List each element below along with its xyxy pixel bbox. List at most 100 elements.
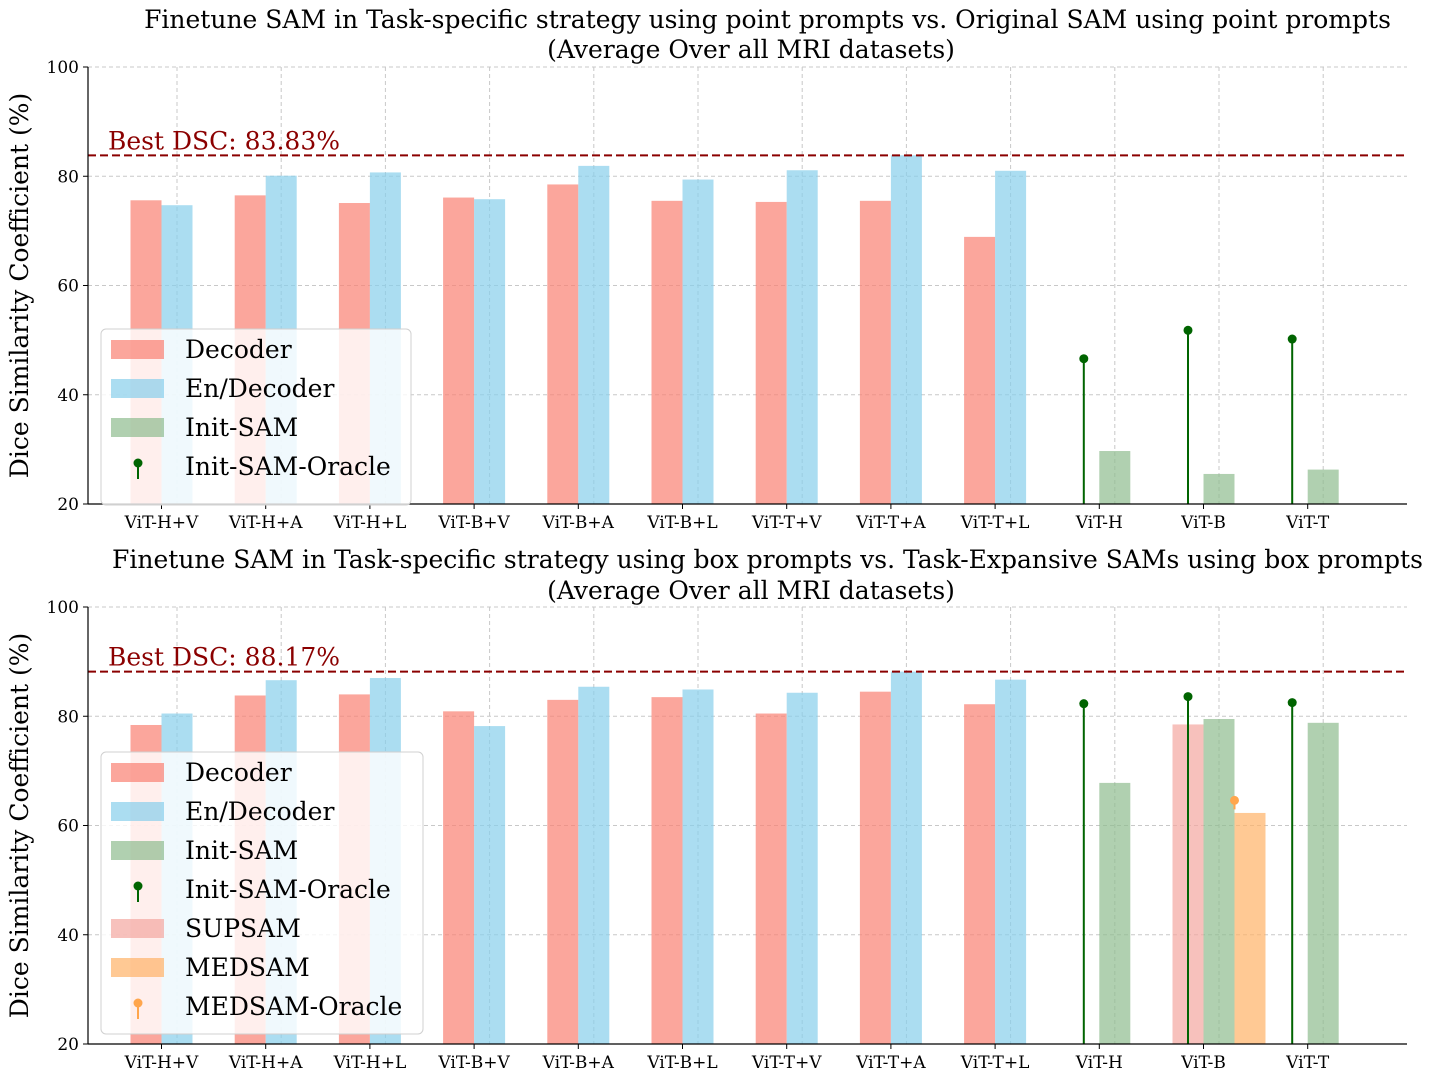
legend-supsam-swatch <box>111 919 164 938</box>
legend-init-sam-label: Init-SAM <box>185 413 298 442</box>
x-tick-label: ViT-T+A <box>855 1053 926 1073</box>
y-tick-label: 60 <box>57 277 79 297</box>
y-axis-label: Dice Similarity Coefficient (%) <box>5 633 34 1018</box>
bar-en-decoder <box>995 170 1027 504</box>
bar-decoder <box>443 197 475 504</box>
bar-en-decoder <box>682 689 714 1044</box>
y-tick-label: 100 <box>47 598 79 618</box>
bar-decoder <box>859 691 891 1044</box>
stem-init-sam-oracle-marker <box>1079 354 1089 364</box>
chart-panel-1: Finetune SAM in Task-specific strategy u… <box>5 5 1407 533</box>
x-tick-label: ViT-B+L <box>646 513 717 533</box>
bar-init-sam <box>1307 469 1339 504</box>
x-tick-label: ViT-B <box>1180 1053 1226 1073</box>
bar-en-decoder <box>786 692 818 1044</box>
x-tick-label: ViT-H+V <box>124 1053 199 1073</box>
legend-decoder-swatch <box>111 340 164 359</box>
legend-decoder-label: Decoder <box>185 758 292 787</box>
bar-en-decoder <box>786 170 818 504</box>
x-tick-label: ViT-T+V <box>751 513 822 533</box>
legend: Decoder En/Decoder Init-SAM Init-SAM-Oracle… <box>100 751 424 1035</box>
chart-subtitle: (Average Over all MRI datasets) <box>547 35 955 64</box>
bar-en-decoder <box>474 726 506 1044</box>
legend-en-decoder-swatch <box>111 379 164 398</box>
bar-en-decoder <box>578 165 610 504</box>
stem-init-sam-oracle-marker <box>1079 699 1089 709</box>
x-tick-label: ViT-B+A <box>542 1053 615 1073</box>
bar-decoder <box>651 200 683 505</box>
bar-en-decoder <box>995 679 1027 1044</box>
y-tick-label: 20 <box>57 495 79 515</box>
bar-init-sam <box>1307 722 1339 1044</box>
legend-medsam-label: MEDSAM <box>185 953 310 982</box>
x-tick-label: ViT-B <box>1180 513 1226 533</box>
legend-decoder-swatch <box>111 763 164 782</box>
chart-title: Finetune SAM in Task-specific strategy u… <box>144 5 1391 34</box>
x-tick-label: ViT-T+L <box>960 1053 1030 1073</box>
x-tick-label: ViT-T <box>1285 1053 1330 1073</box>
bar-medsam <box>1234 812 1266 1044</box>
bar-decoder <box>547 184 579 504</box>
legend-en-decoder-label: En/Decoder <box>185 797 334 826</box>
y-tick-label: 40 <box>57 926 79 946</box>
chart-subtitle: (Average Over all MRI datasets) <box>547 576 955 605</box>
x-tick-label: ViT-H <box>1075 513 1123 533</box>
y-tick-label: 40 <box>57 386 79 406</box>
bar-decoder <box>651 697 683 1044</box>
legend: Decoder En/Decoder Init-SAM Init-SAM-Oracle <box>100 328 412 506</box>
y-tick-label: 60 <box>57 817 79 837</box>
x-tick-label: ViT-H+A <box>228 1053 303 1073</box>
y-tick-label: 80 <box>57 707 79 727</box>
x-tick-label: ViT-T+L <box>960 513 1030 533</box>
chart-panel-2: Finetune SAM in Task-specific strategy u… <box>5 545 1423 1073</box>
x-tick-label: ViT-H+A <box>228 513 303 533</box>
stem-init-sam-oracle-marker <box>1183 692 1193 702</box>
x-tick-label: ViT-B+V <box>437 1053 510 1073</box>
stem-init-sam-oracle-marker <box>1287 334 1297 344</box>
legend-init-sam-label: Init-SAM <box>185 836 298 865</box>
bar-en-decoder <box>682 179 714 504</box>
bar-en-decoder <box>890 671 922 1044</box>
x-tick-label: ViT-T+V <box>751 1053 822 1073</box>
legend-medsam-oracle-label: MEDSAM-Oracle <box>185 992 402 1021</box>
legend-init-sam-oracle-label: Init-SAM-Oracle <box>185 452 391 481</box>
x-tick-label: ViT-H+L <box>333 1053 407 1073</box>
bar-en-decoder <box>474 199 506 504</box>
legend-init-sam-oracle-swatch-marker <box>133 881 143 891</box>
stem-init-sam-oracle-marker <box>1287 698 1297 708</box>
y-tick-label: 80 <box>57 167 79 187</box>
x-tick-label: ViT-H <box>1075 1053 1123 1073</box>
bar-decoder <box>755 713 787 1044</box>
y-axis-label: Dice Similarity Coefficient (%) <box>5 93 34 478</box>
legend-init-sam-oracle-label: Init-SAM-Oracle <box>185 875 391 904</box>
best-dsc-label: Best DSC: 88.17% <box>108 643 340 672</box>
bar-decoder <box>859 200 891 505</box>
legend-decoder-label: Decoder <box>185 335 292 364</box>
bar-init-sam <box>1203 718 1235 1044</box>
legend-medsam-swatch <box>111 958 164 977</box>
best-dsc-label: Best DSC: 83.83% <box>108 126 340 155</box>
x-tick-label: ViT-H+V <box>124 513 199 533</box>
y-tick-label: 20 <box>57 1035 79 1055</box>
bar-decoder <box>755 201 787 504</box>
legend-box <box>100 751 424 1035</box>
legend-en-decoder-label: En/Decoder <box>185 374 334 403</box>
x-tick-label: ViT-B+L <box>646 1053 717 1073</box>
bar-init-sam <box>1099 451 1131 504</box>
x-tick-label: ViT-B+V <box>437 513 510 533</box>
stem-init-sam-oracle-marker <box>1183 325 1193 335</box>
bar-en-decoder <box>578 686 610 1044</box>
bar-en-decoder <box>890 155 922 505</box>
x-tick-label: ViT-T <box>1285 513 1330 533</box>
stem-medsam-oracle-marker <box>1230 795 1239 805</box>
bar-decoder <box>964 236 996 505</box>
bar-decoder <box>964 704 996 1044</box>
legend-en-decoder-swatch <box>111 802 164 821</box>
x-tick-label: ViT-H+L <box>333 513 407 533</box>
legend-supsam-label: SUPSAM <box>185 914 301 943</box>
bar-init-sam <box>1203 473 1235 504</box>
chart-title: Finetune SAM in Task-specific strategy u… <box>112 545 1423 574</box>
legend-init-sam-swatch <box>111 841 164 860</box>
legend-medsam-oracle-swatch-marker <box>133 998 143 1008</box>
stems <box>1079 325 1297 504</box>
